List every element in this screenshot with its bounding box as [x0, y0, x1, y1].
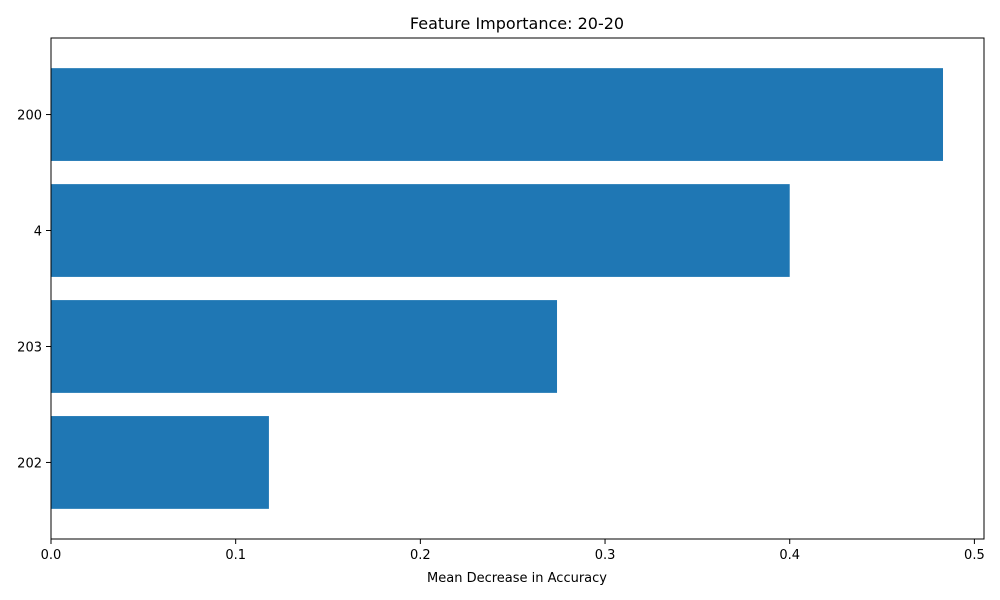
- chart-title: Feature Importance: 20-20: [410, 14, 624, 33]
- x-tick-label: 0.2: [410, 548, 431, 563]
- plot-frame: [50, 37, 985, 540]
- y-tick-label: 200: [17, 109, 42, 124]
- y-tick-label: 203: [17, 340, 42, 355]
- x-tick-label: 0.5: [964, 548, 985, 563]
- y-tick-label: 4: [34, 225, 42, 240]
- ticks-layer: 200 4 203 202 0.0 0.1 0.2 0.3 0.4 0.5: [17, 109, 985, 563]
- x-axis-title: Mean Decrease in Accuracy: [427, 571, 607, 586]
- x-tick-label: 0.1: [225, 548, 246, 563]
- x-tick-label: 0.0: [41, 548, 62, 563]
- bar-203: [51, 300, 558, 393]
- y-tick-label: 202: [17, 456, 42, 471]
- bar-202: [51, 416, 269, 509]
- bars-layer: [51, 68, 944, 509]
- x-tick-label: 0.3: [595, 548, 616, 563]
- bar-4: [51, 184, 790, 277]
- x-tick-label: 0.4: [779, 548, 800, 563]
- bar-200: [51, 68, 944, 161]
